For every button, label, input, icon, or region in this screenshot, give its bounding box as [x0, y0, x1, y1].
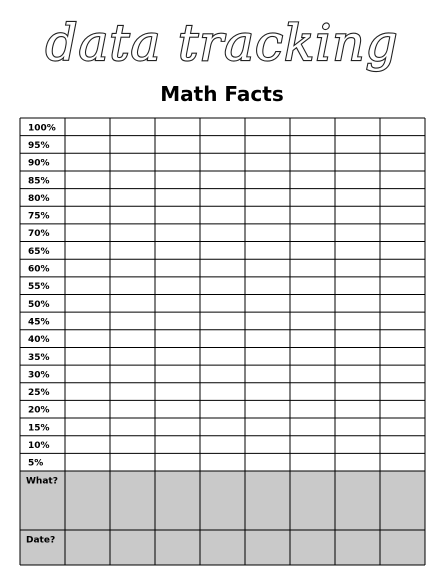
- row-label: 100%: [28, 123, 56, 133]
- row-label: 35%: [28, 353, 50, 363]
- row-label: 95%: [28, 141, 50, 151]
- footer-label: Date?: [26, 536, 55, 546]
- row-label: 90%: [28, 159, 50, 169]
- footer-row-bg: [20, 530, 425, 565]
- tracking-table: 100% 95% 90% 85% 80% 75% 70% 65% 60% 55% 50% 45% 40%…: [19, 117, 426, 566]
- row-label: 20%: [28, 406, 50, 416]
- row-label: 75%: [28, 212, 50, 222]
- worksheet-subtitle: Math Facts: [160, 82, 283, 106]
- row-label: 40%: [28, 335, 50, 345]
- worksheet-title: data tracking: [46, 14, 399, 72]
- row-label: 15%: [28, 423, 50, 433]
- footer-row-bg: [20, 471, 425, 530]
- row-label: 80%: [28, 194, 50, 204]
- row-label: 65%: [28, 247, 50, 257]
- row-label: 30%: [28, 370, 50, 380]
- row-label: 55%: [28, 282, 50, 292]
- row-label: 60%: [28, 265, 50, 275]
- row-label: 5%: [28, 459, 43, 469]
- row-label: 25%: [28, 388, 50, 398]
- row-label: 45%: [28, 317, 50, 327]
- row-label: 85%: [28, 176, 50, 186]
- row-label: 50%: [28, 300, 50, 310]
- footer-label: What?: [26, 477, 58, 487]
- row-label: 70%: [28, 229, 50, 239]
- row-label: 10%: [28, 441, 50, 451]
